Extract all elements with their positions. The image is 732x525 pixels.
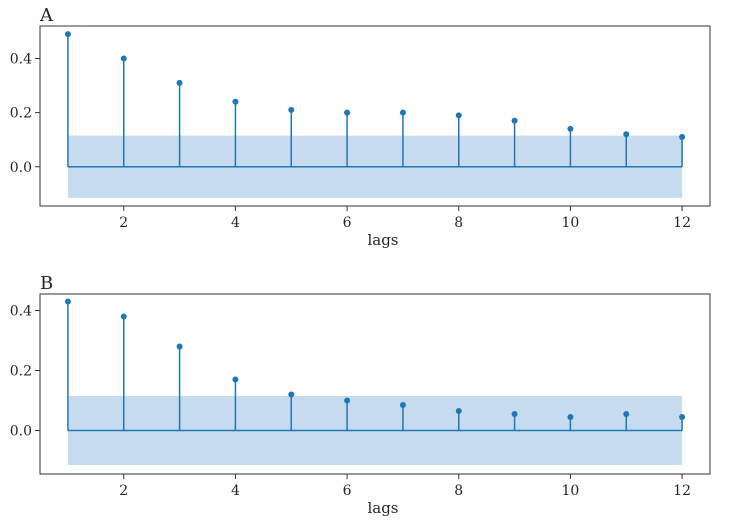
chart-0-panel-label: A (39, 5, 54, 26)
chart-0-ytick-label-2: 0.4 (10, 51, 32, 67)
chart-0-xlabel: lags (367, 231, 398, 249)
chart-1-point-2 (120, 313, 127, 320)
chart-1-point-12 (679, 414, 686, 420)
chart-1-xtick-label-6: 6 (343, 483, 352, 499)
chart-1-panel-label: B (40, 273, 53, 294)
chart-1-point-6 (344, 397, 351, 404)
chart-0-xtick-label-12: 12 (673, 215, 691, 231)
chart-0-xtick-label-4: 4 (231, 215, 240, 231)
chart-1-xtick-label-2: 2 (119, 483, 128, 499)
chart-0-xtick-label-2: 2 (119, 215, 128, 231)
chart-0-point-12 (679, 133, 686, 140)
chart-1-point-7 (399, 402, 406, 408)
chart-0-point-1 (64, 31, 71, 38)
chart-0-point-5 (288, 106, 295, 113)
chart-0-ytick-label-1: 0.2 (10, 106, 32, 122)
panel-b: 2 4 6 8 10 12 0.0 0.2 0.4 lags B (10, 273, 711, 517)
chart-1-ytick-label-1: 0.2 (10, 364, 32, 380)
chart-1-point-4 (232, 376, 239, 383)
chart-1-point-8 (455, 408, 462, 414)
chart-0-point-8 (455, 112, 462, 119)
panel-a: 2 4 6 8 10 12 0.0 0.2 0.4 lags A (10, 5, 711, 249)
chart-0-point-2 (120, 55, 127, 62)
chart-1-ytick-label-2: 0.4 (10, 304, 32, 320)
chart-0-point-7 (399, 109, 406, 116)
chart-1-xtick-label-10: 10 (562, 483, 580, 499)
chart-0-point-4 (232, 98, 239, 105)
chart-1-point-10 (567, 414, 574, 420)
chart-0-xtick-label-6: 6 (343, 215, 352, 231)
chart-1-point-1 (64, 298, 71, 305)
chart-1-point-5 (288, 391, 295, 398)
chart-0-xtick-label-10: 10 (562, 215, 580, 231)
chart-0-axes-frame (39, 25, 711, 207)
chart-0-point-11 (623, 131, 630, 138)
chart-1-point-11 (623, 411, 630, 417)
chart-1-xtick-label-4: 4 (231, 483, 240, 499)
chart-1-point-3 (176, 343, 183, 350)
chart-1-ytick-label-0: 0.0 (10, 424, 32, 440)
chart-0-point-9 (511, 117, 518, 124)
chart-1-xtick-label-8: 8 (454, 483, 463, 499)
chart-0-point-6 (344, 109, 351, 116)
chart-1-xlabel: lags (367, 499, 398, 517)
chart-1-axes-frame (39, 293, 711, 475)
chart-0-xtick-label-8: 8 (454, 215, 463, 231)
chart-1-point-9 (511, 411, 518, 417)
chart-0-point-10 (567, 125, 574, 132)
chart-0-point-3 (176, 79, 183, 86)
chart-1-xtick-label-12: 12 (673, 483, 691, 499)
chart-0-ytick-label-0: 0.0 (10, 160, 32, 176)
